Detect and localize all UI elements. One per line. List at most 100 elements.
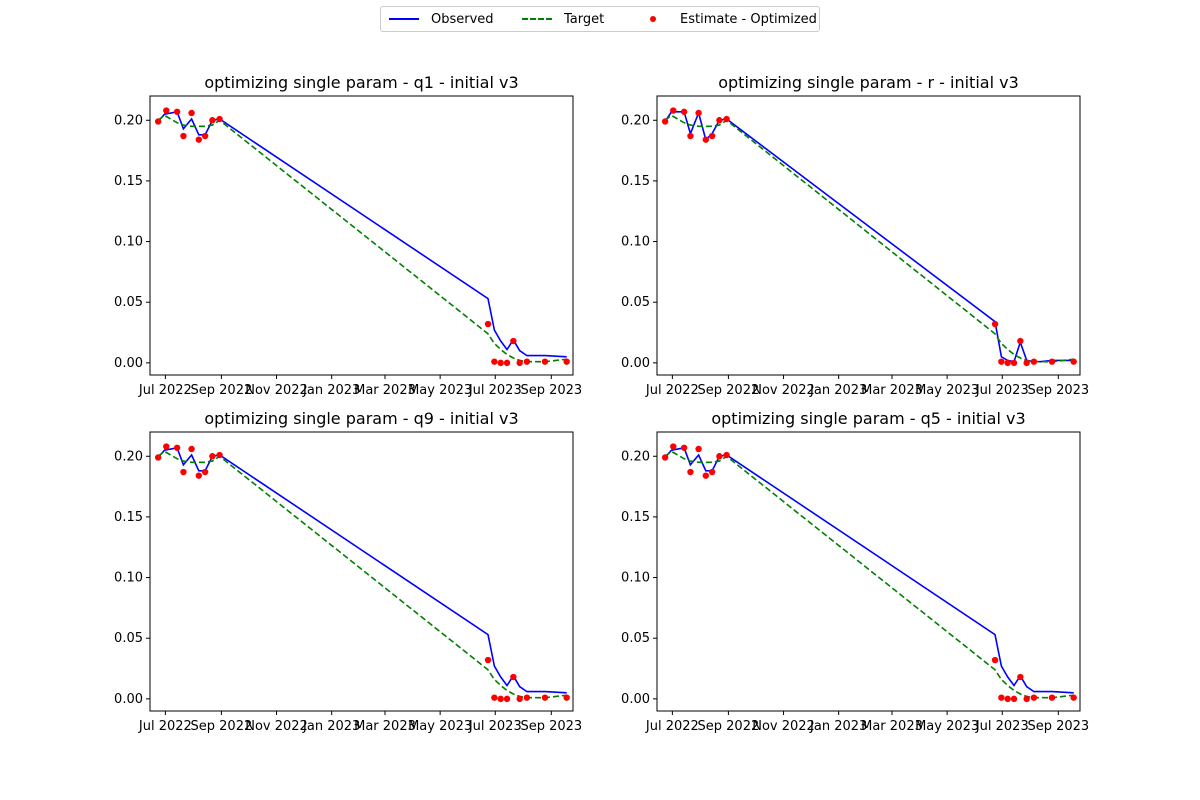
y-tick-label: 0.15 [114,174,143,189]
estimate-point [510,337,517,345]
y-tick-label: 0.05 [621,631,650,646]
x-tick-label: May 2023 [915,719,979,734]
y-tick-label: 0.20 [621,449,650,464]
x-tick-label: Mar 2023 [861,719,923,734]
estimate-point [180,132,187,140]
estimate-point [497,359,504,367]
target-line [157,450,567,699]
estimate-point [201,468,209,476]
y-tick-label: 0.10 [621,235,650,250]
x-tick-label: May 2023 [915,383,979,398]
subplot-title: optimizing single param - q1 - initial v… [204,73,518,92]
observed-line [664,446,1074,694]
x-tick-label: Jan 2023 [809,383,867,398]
observed-line [157,110,567,358]
x-tick-label: Jul 2022 [138,383,192,398]
axes-frame [656,95,1081,376]
legend-swatch-estimate [638,14,668,24]
estimate-point [516,695,523,703]
estimate-point [503,695,511,703]
estimate-point [716,453,723,460]
x-tick-label: Sep 2023 [1027,383,1089,398]
x-tick-label: Jul 2022 [138,719,192,734]
estimate-point [491,694,498,701]
estimate-point [510,673,517,681]
estimate-point [1070,358,1077,365]
legend-item-target: Target [522,12,630,27]
estimate-point [716,117,723,124]
legend-swatch-target [522,14,552,24]
observed-line [157,446,567,694]
estimate-point [195,472,203,479]
estimate-point [1010,359,1018,367]
estimate-point [702,472,710,479]
x-tick-label: Mar 2023 [861,383,923,398]
estimate-point [687,468,694,476]
y-tick-label: 0.20 [621,113,650,128]
estimate-point [541,358,549,365]
y-tick-label: 0.00 [621,356,650,371]
x-tick-label: Jan 2023 [302,719,360,734]
x-tick-label: Nov 2022 [752,383,815,398]
x-tick-label: Sep 2022 [191,383,253,398]
estimate-point [1017,673,1024,681]
x-tick-label: Sep 2022 [698,383,760,398]
estimate-point [708,468,716,476]
estimate-point [1017,337,1024,345]
estimate-point [1048,694,1056,701]
figure-legend: Observed Target Estimate - Optimized [380,6,820,32]
estimate-point [523,694,531,701]
x-tick-label: Jul 2022 [645,383,699,398]
y-tick-label: 0.05 [114,295,143,310]
estimate-point [154,454,162,461]
estimate-point [670,107,677,114]
estimate-point [1048,358,1056,365]
estimate-point [1023,359,1030,367]
estimate-point [216,115,223,123]
x-tick-label: May 2023 [408,383,472,398]
y-tick-label: 0.05 [114,631,143,646]
estimate-point [563,694,570,701]
target-line [664,114,1074,363]
x-tick-label: Sep 2023 [1027,719,1089,734]
y-tick-label: 0.10 [621,571,650,586]
estimate-point [188,109,195,117]
estimate-point [723,451,730,459]
x-tick-label: Nov 2022 [245,383,308,398]
subplot-title: optimizing single param - r - initial v3 [718,73,1019,92]
estimate-point [484,320,492,328]
x-tick-label: Jul 2023 [975,719,1029,734]
x-tick-label: Jul 2023 [975,383,1029,398]
legend-label-target: Target [564,11,605,27]
estimate-point [173,444,181,451]
x-tick-label: Jan 2023 [809,719,867,734]
y-tick-label: 0.20 [114,449,143,464]
x-tick-label: Sep 2022 [698,719,760,734]
x-tick-label: Sep 2023 [520,719,582,734]
estimate-point [188,445,195,453]
x-tick-label: Nov 2022 [245,719,308,734]
estimate-point [702,136,710,143]
y-tick-label: 0.00 [114,356,143,371]
legend-swatch-observed [389,14,419,24]
estimate-point [687,132,694,140]
estimate-point [1030,358,1038,365]
target-line [157,114,567,363]
estimate-point [661,454,669,461]
x-tick-label: Jan 2023 [302,383,360,398]
estimate-point [491,358,498,365]
estimate-point [695,109,702,117]
estimate-point [670,443,677,450]
x-tick-label: Jul 2022 [645,719,699,734]
estimate-point [163,107,170,114]
x-tick-label: Jul 2023 [468,719,522,734]
estimate-point [695,445,702,453]
estimate-point [173,108,181,115]
estimate-point [209,117,216,124]
axes-frame [149,95,574,376]
estimate-point [163,443,170,450]
y-tick-label: 0.10 [114,571,143,586]
